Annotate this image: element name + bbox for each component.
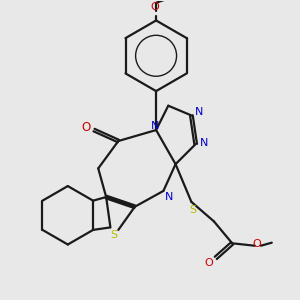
- Text: N: N: [194, 107, 203, 117]
- Text: O: O: [150, 2, 159, 12]
- Text: N: N: [200, 138, 208, 148]
- Text: S: S: [110, 230, 117, 240]
- Text: O: O: [81, 121, 91, 134]
- Text: N: N: [151, 122, 160, 131]
- Text: O: O: [204, 258, 213, 268]
- Text: N: N: [165, 192, 174, 202]
- Text: O: O: [252, 239, 261, 249]
- Text: S: S: [189, 206, 196, 215]
